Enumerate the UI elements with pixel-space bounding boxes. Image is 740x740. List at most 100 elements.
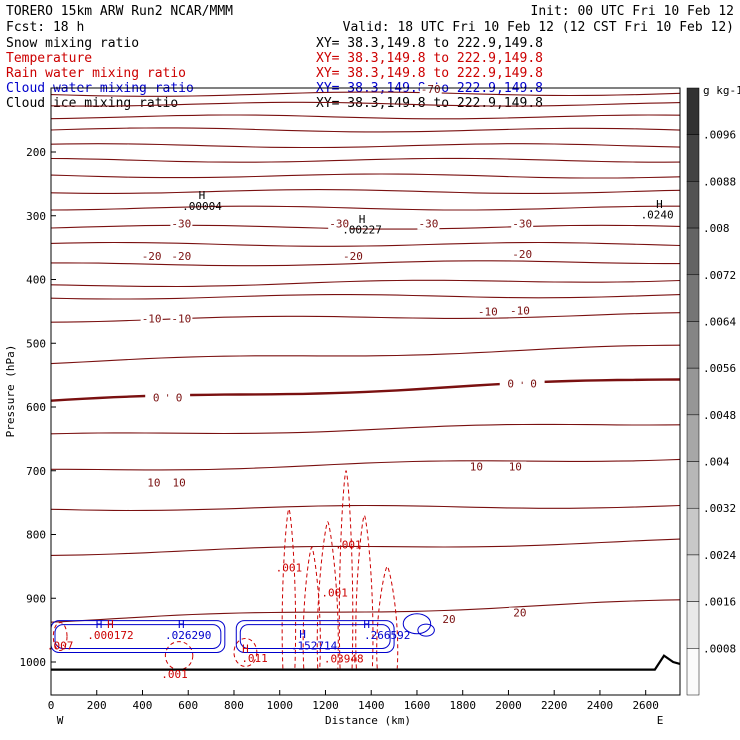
y-axis: 200 300 400 500 600 700 800 900 1000: [20, 146, 56, 669]
model-title: TORERO 15km ARW Run2 NCAR/MMM: [6, 4, 233, 19]
legend-name-1: Temperature: [6, 51, 92, 66]
isotherm-line: [51, 260, 680, 267]
colorbar-swatch: [686, 367, 700, 416]
extremum-label: H: [299, 628, 306, 641]
y-tick-label: 600: [26, 401, 46, 414]
x-tick-label: 1000: [266, 699, 293, 712]
y-tick-label: 400: [26, 274, 46, 287]
rain-contour: [338, 470, 354, 669]
extremum-label: H: [96, 618, 103, 631]
isotherm-line: [50, 294, 681, 300]
colorbar-swatch: [686, 461, 700, 509]
contour-label-bg: [465, 461, 488, 473]
rain-contour: [316, 521, 339, 669]
legend-name-2: Rain water mixing ratio: [6, 66, 186, 81]
contour-label: 0: [507, 378, 514, 391]
extremum-label: H: [178, 618, 185, 631]
plot-frame: [50, 87, 681, 696]
contour-label: 0: [176, 392, 183, 405]
contour-label-bg: [522, 378, 545, 390]
y-axis-label: Pressure (hPa): [4, 345, 17, 438]
extremum-label: .266592: [364, 629, 410, 642]
rain-contour: [281, 508, 297, 669]
legend-name-0: Snow mixing ratio: [6, 36, 139, 51]
rain-contour: [52, 622, 68, 651]
colorbar-swatch: [686, 601, 700, 649]
terrain-surface: [51, 654, 681, 671]
contour-label: -10: [510, 304, 530, 317]
x-tick-label: 600: [178, 699, 198, 712]
contour-label: -20: [171, 250, 191, 263]
isotherm-line: [50, 344, 681, 365]
legend-xy-1: XY= 38.3,149.8 to 222.9,149.8: [316, 51, 543, 66]
extremum-label: .026290: [165, 629, 211, 642]
contour-label-bg: [328, 218, 351, 230]
colorbar-swatch: [686, 134, 700, 182]
contour-label-bg: [170, 251, 193, 263]
contour-label-bg: [170, 218, 193, 230]
legend-name-4: Cloud ice mixing ratio: [6, 96, 178, 111]
x-tick-label: 0: [48, 699, 55, 712]
extremum-label: H: [107, 618, 114, 631]
x-tick-label: 1800: [449, 699, 476, 712]
colorbar-tick-label: .0096: [703, 129, 736, 142]
contour-label: 20: [513, 606, 526, 619]
contour-label-bg: [140, 313, 163, 325]
contour-label-bg: [168, 477, 191, 489]
y-tick-label: 200: [26, 146, 46, 159]
contour-label: -30: [171, 218, 191, 231]
cloud-water-contour: [402, 613, 432, 635]
x-tick-label: 2000: [495, 699, 522, 712]
colorbar-tick-label: .0016: [703, 596, 736, 609]
contour-label: 20: [442, 613, 455, 626]
rain-contour: [302, 546, 321, 669]
isotherm-line: [50, 101, 681, 107]
x-axis: 0 200 400 600 800 1000 1200 1400 1600 1800 2000 220…: [48, 690, 659, 712]
x-tick-label: 2600: [632, 699, 659, 712]
extremum-label: .001: [161, 668, 188, 681]
init-time: Init: 00 UTC Fri 10 Feb 12: [531, 4, 735, 19]
colorbar-tick-label: .0088: [703, 175, 736, 188]
isotherm-line: [50, 189, 681, 194]
y-tick-label: 300: [26, 210, 46, 223]
y-tick-label: 900: [26, 592, 46, 605]
contour-label-bg: [142, 477, 165, 489]
extremum-label: .001: [276, 561, 303, 574]
colorbar-swatch: [686, 87, 700, 135]
contour-label: -10: [171, 313, 191, 326]
contour-label-bg: [168, 392, 191, 404]
extremum-label: H: [363, 618, 370, 631]
contour-label: -20: [512, 248, 532, 261]
colorbar-swatch: [686, 181, 700, 229]
x-tick-label: 400: [133, 699, 153, 712]
colorbar-units: g kg-1: [703, 84, 740, 97]
x-axis-label: Distance (km): [325, 714, 411, 727]
isotherm-line: [50, 91, 681, 97]
contour-label-bg: [511, 218, 534, 230]
isotherm-line: [50, 224, 681, 230]
extremum-label: H: [199, 189, 206, 202]
colorbar-swatch: [686, 414, 700, 462]
cloud-water-contour: [235, 620, 395, 653]
cloud-water-contour: [417, 623, 435, 637]
west-label: W: [57, 714, 64, 727]
isotherm-line: [51, 458, 681, 471]
extremum-label: H: [656, 198, 663, 211]
rain-contour: [376, 565, 399, 669]
isotherm-line: [50, 173, 681, 179]
contour-label: 0: [153, 392, 160, 405]
cloud-water-contour: [239, 624, 391, 649]
legend-xy-4: XY= 38.3,149.8 to 222.9,149.8: [316, 96, 543, 111]
forecast-hour: Fcst: 18 h: [6, 20, 84, 35]
extremum-label: .03948: [324, 653, 364, 666]
y-tick-label: 700: [26, 465, 46, 478]
extremum-label: .007: [47, 639, 74, 652]
legend-xy-2: XY= 38.3,149.8 to 222.9,149.8: [316, 66, 543, 81]
colorbar-tick-label: .0056: [703, 362, 736, 375]
extremum-label: .001: [335, 539, 362, 552]
contour-label-bg: [508, 607, 531, 619]
colorbar-swatch: [686, 321, 700, 369]
contour-label: 10: [470, 460, 483, 473]
extremum-label: .011: [241, 652, 268, 665]
colorbar-swatch: [686, 554, 700, 602]
